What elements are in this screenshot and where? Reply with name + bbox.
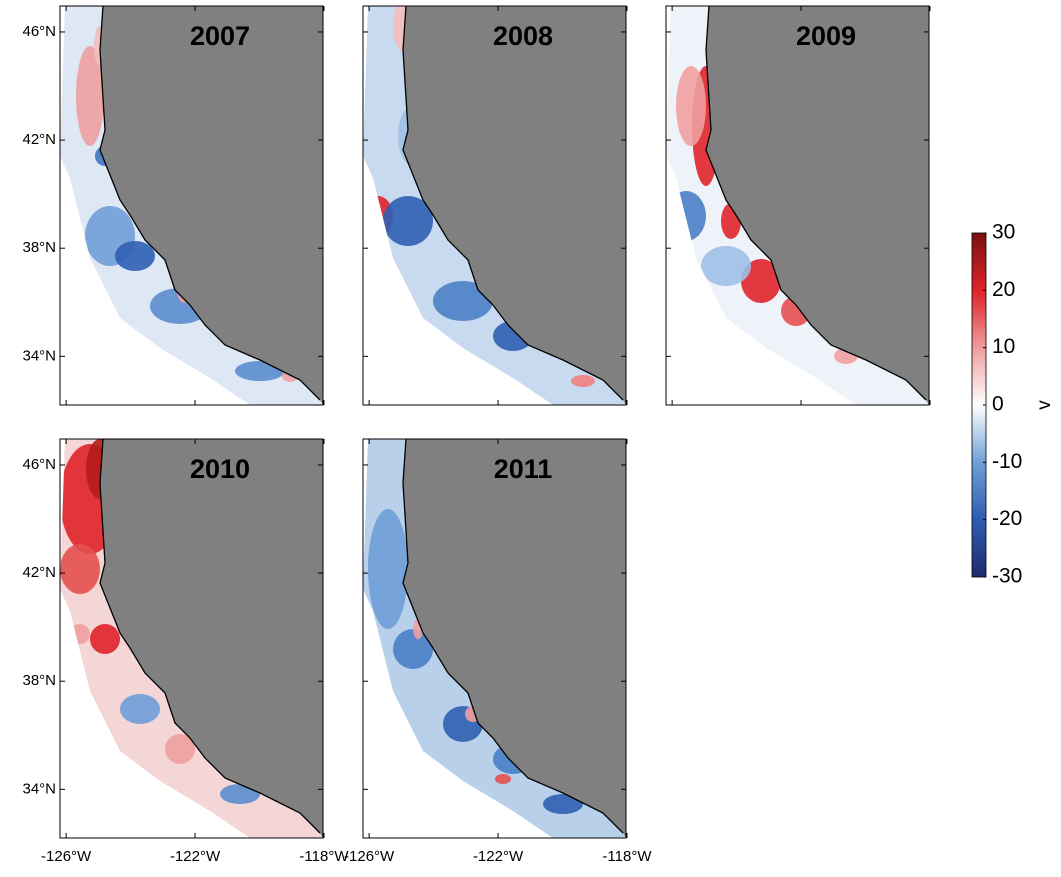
lat-tick-label: 42°N — [22, 131, 56, 148]
colorbar-tick-label: 0 — [992, 393, 1004, 416]
anomaly-patch — [433, 281, 493, 321]
anomaly-patch — [90, 624, 120, 654]
panel-title: 2010 — [190, 454, 250, 484]
anomaly-patch — [76, 46, 104, 146]
lon-tick-label: -118°W — [602, 848, 652, 865]
lon-tick-label: -122°W — [473, 848, 524, 865]
anomaly-patch — [701, 246, 751, 286]
lat-tick-label: 46°N — [22, 23, 56, 40]
lat-tick-label: 42°N — [22, 564, 56, 581]
anomaly-patch — [60, 544, 100, 594]
lat-tick-label: 38°N — [22, 239, 56, 256]
map-panel: 2007 46°N 42°N 38°N 34°N — [22, 5, 325, 406]
colorbar-tick-label: -20 — [992, 507, 1022, 530]
land — [403, 6, 626, 405]
map-panel: 2011 -126°W -122°W -118°W — [344, 438, 652, 865]
lat-tick-label: 34°N — [22, 780, 56, 797]
frame — [59, 438, 324, 839]
colorbar-tick-label: 30 — [992, 221, 1015, 244]
lon-tick-label: -118°W — [299, 848, 349, 865]
land — [706, 6, 929, 405]
colorbar-tick-label: 10 — [992, 335, 1015, 358]
map-panel: 2010 46°N 42°N 38°N 34°N -126°W -122°W -118°W — [22, 438, 349, 865]
panel-title: 2009 — [796, 21, 856, 51]
land — [100, 439, 323, 838]
lon-tick-label: -126°W — [41, 848, 92, 865]
panel-title: 2011 — [494, 454, 553, 484]
lon-tick-label: -126°W — [344, 848, 395, 865]
frame — [362, 5, 627, 406]
lon-tick-label: -122°W — [170, 848, 221, 865]
anomaly-patch — [368, 509, 408, 629]
land — [100, 6, 323, 405]
colorbar-tick-label: -30 — [992, 565, 1022, 588]
colorbar-tick-label: 20 — [992, 278, 1015, 301]
lat-tick-label: 38°N — [22, 672, 56, 689]
panel-title: 2007 — [190, 21, 250, 51]
lat-tick-label: 46°N — [22, 456, 56, 473]
map-panel: 2009 — [665, 5, 931, 406]
anomaly-patch — [495, 774, 511, 784]
coastline — [705, 5, 927, 401]
anomaly-patch — [676, 66, 706, 146]
coastline — [402, 5, 624, 401]
lat-tick-label: 34°N — [22, 347, 56, 364]
coastline — [99, 5, 321, 401]
colorbar-label: v — [1034, 400, 1055, 410]
anomaly-patch — [571, 375, 595, 387]
land — [403, 439, 626, 838]
frame — [59, 5, 324, 406]
map-panel: 2008 — [362, 5, 628, 406]
anomaly-patch — [165, 734, 195, 764]
coastline — [99, 438, 321, 834]
anomaly-patch — [383, 196, 433, 246]
frame — [665, 5, 930, 406]
anomaly-patch — [393, 629, 433, 669]
anomaly-patch — [115, 241, 155, 271]
colorbar-tick-label: -10 — [992, 450, 1022, 473]
anomaly-patch — [741, 259, 781, 303]
anomaly-patch — [120, 694, 160, 724]
frame — [362, 438, 627, 839]
anomaly-patch — [543, 794, 583, 814]
panel-title: 2008 — [493, 21, 553, 51]
coastline — [402, 438, 624, 834]
